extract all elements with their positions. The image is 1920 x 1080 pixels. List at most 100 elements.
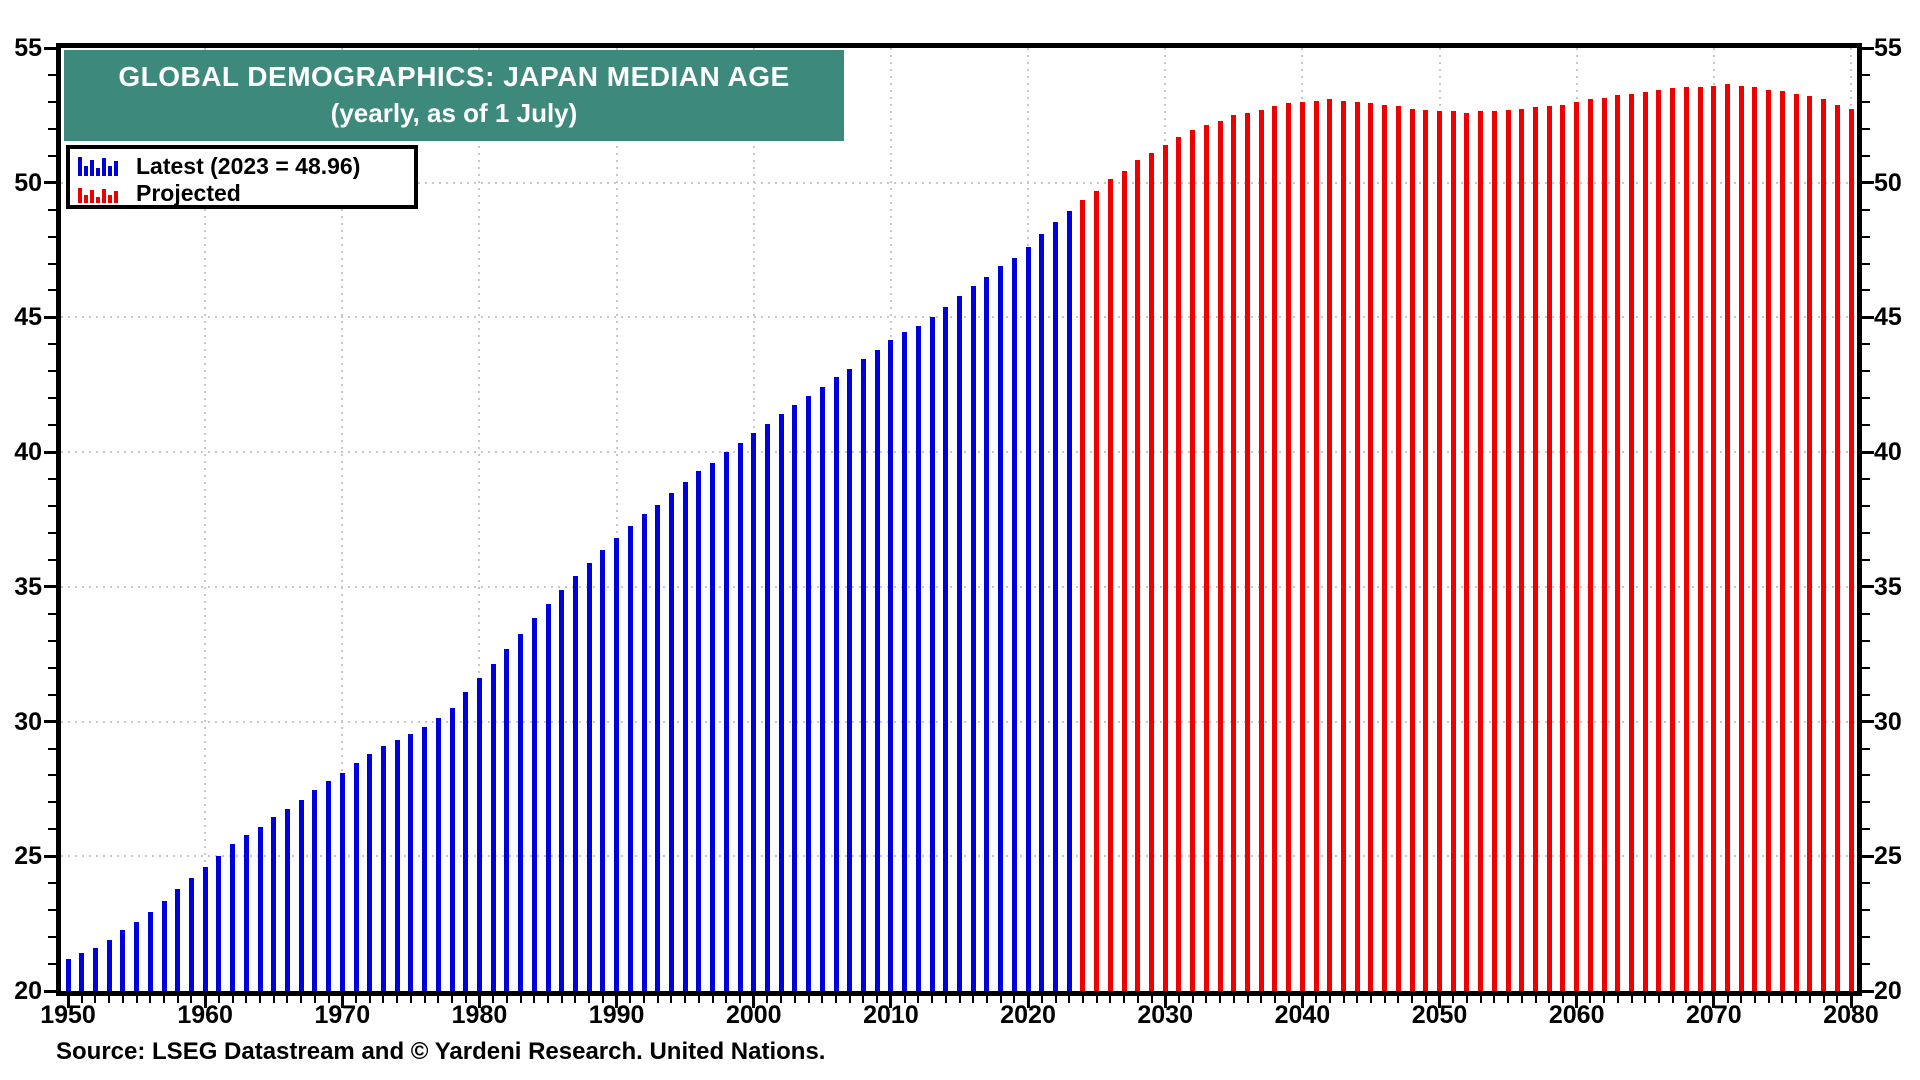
x-axis-tick bbox=[396, 996, 399, 1003]
y-axis-tick-right bbox=[1862, 693, 1870, 696]
bar bbox=[490, 663, 496, 991]
x-axis-tick bbox=[903, 996, 906, 1003]
mini-bar bbox=[84, 166, 88, 176]
x-axis-tick bbox=[409, 996, 412, 1003]
x-axis-tick bbox=[1205, 996, 1208, 1003]
x-axis-tick bbox=[492, 996, 495, 1003]
y-axis-label-right: 20 bbox=[1874, 977, 1902, 1005]
y-axis-tick-left bbox=[48, 262, 56, 265]
y-axis-label-right: 45 bbox=[1874, 303, 1902, 332]
y-axis-tick-right bbox=[1862, 181, 1874, 185]
legend-item-latest: Latest (2023 = 48.96) bbox=[78, 152, 414, 179]
bar bbox=[1656, 89, 1662, 991]
x-axis-tick bbox=[1315, 996, 1318, 1003]
x-axis-tick bbox=[629, 996, 632, 1003]
x-axis-tick bbox=[1685, 996, 1688, 1003]
y-axis-tick-right bbox=[1862, 208, 1870, 211]
x-axis-label: 2060 bbox=[1548, 1001, 1605, 1029]
y-axis-tick-left bbox=[48, 639, 56, 642]
x-axis-tick bbox=[917, 996, 920, 1003]
bar bbox=[1615, 95, 1621, 991]
x-axis-tick bbox=[300, 996, 303, 1003]
bar bbox=[1094, 190, 1100, 991]
bar bbox=[92, 947, 98, 991]
x-axis-tick bbox=[1452, 996, 1455, 1003]
y-axis-tick-left bbox=[44, 181, 56, 185]
bar bbox=[957, 295, 962, 991]
bar bbox=[1821, 99, 1827, 991]
y-axis-tick-right bbox=[1862, 505, 1870, 508]
y-axis-tick-left bbox=[48, 963, 56, 966]
bar bbox=[984, 277, 990, 991]
x-axis-tick bbox=[931, 996, 934, 1003]
y-axis-tick-right bbox=[1862, 100, 1870, 103]
bar bbox=[998, 266, 1004, 991]
y-axis-tick-left bbox=[48, 505, 56, 508]
x-axis-tick bbox=[1849, 996, 1853, 1008]
mini-bar bbox=[90, 160, 94, 176]
y-axis-tick-left bbox=[48, 127, 56, 130]
y-axis-tick-left bbox=[48, 693, 56, 696]
x-axis-tick bbox=[1109, 996, 1112, 1003]
y-axis-tick-right bbox=[1862, 315, 1874, 319]
x-axis-tick bbox=[1013, 996, 1016, 1003]
x-axis-tick bbox=[1026, 996, 1030, 1008]
x-axis-tick bbox=[972, 996, 975, 1003]
bar bbox=[1519, 108, 1525, 991]
x-axis-tick bbox=[340, 996, 344, 1008]
horizontal-gridline bbox=[61, 181, 1857, 184]
x-axis-label: 1970 bbox=[314, 1001, 371, 1029]
bar bbox=[1327, 99, 1333, 991]
bar bbox=[888, 340, 894, 991]
x-axis-tick bbox=[601, 996, 604, 1003]
bar bbox=[1299, 101, 1305, 991]
bar bbox=[1258, 109, 1264, 991]
bar bbox=[1629, 93, 1635, 991]
x-axis-label: 2030 bbox=[1137, 1001, 1194, 1029]
bar bbox=[723, 452, 729, 991]
y-axis-tick-right bbox=[1862, 909, 1870, 912]
bar bbox=[367, 753, 373, 991]
y-axis-tick-left bbox=[48, 882, 56, 885]
y-axis-tick-left bbox=[48, 289, 56, 292]
vertical-gridline bbox=[478, 48, 481, 991]
x-axis-tick bbox=[1671, 996, 1674, 1003]
x-axis-label: 1990 bbox=[588, 1001, 645, 1029]
bar bbox=[271, 817, 277, 991]
x-axis-tick bbox=[1300, 996, 1304, 1008]
bar bbox=[202, 867, 208, 991]
x-axis-tick bbox=[464, 996, 467, 1003]
legend: Latest (2023 = 48.96) Projected bbox=[66, 145, 418, 209]
y-axis-tick-right bbox=[1862, 531, 1870, 534]
chart-title: GLOBAL DEMOGRAPHICS: JAPAN MEDIAN AGE bbox=[118, 61, 790, 92]
x-axis-tick bbox=[1520, 996, 1523, 1003]
bar bbox=[1546, 105, 1552, 991]
bar bbox=[655, 504, 661, 991]
y-axis-tick-left bbox=[48, 235, 56, 238]
x-axis-tick bbox=[643, 996, 646, 1003]
x-axis-tick bbox=[1822, 996, 1825, 1003]
bar bbox=[120, 930, 126, 991]
x-axis-tick bbox=[1273, 996, 1276, 1003]
y-axis-tick-right bbox=[1862, 963, 1870, 966]
x-axis-tick bbox=[1246, 996, 1249, 1003]
y-axis-tick-left bbox=[44, 720, 56, 724]
bar bbox=[1341, 100, 1347, 991]
x-axis-tick bbox=[1808, 996, 1811, 1003]
x-axis-tick bbox=[560, 996, 563, 1003]
bar bbox=[1766, 89, 1772, 991]
bar bbox=[847, 368, 853, 991]
x-axis-tick bbox=[451, 996, 454, 1003]
y-axis-tick-left bbox=[48, 936, 56, 939]
y-axis-label-left: 30 bbox=[14, 707, 42, 736]
bar bbox=[600, 550, 606, 991]
y-axis-tick-right bbox=[1862, 828, 1870, 831]
x-axis-tick bbox=[958, 996, 961, 1003]
bar bbox=[312, 790, 318, 991]
y-axis-tick-right bbox=[1862, 801, 1870, 804]
x-axis-label: 2000 bbox=[725, 1001, 782, 1029]
bar bbox=[175, 888, 181, 991]
x-axis-tick bbox=[848, 996, 851, 1003]
x-axis-tick bbox=[1726, 996, 1729, 1003]
